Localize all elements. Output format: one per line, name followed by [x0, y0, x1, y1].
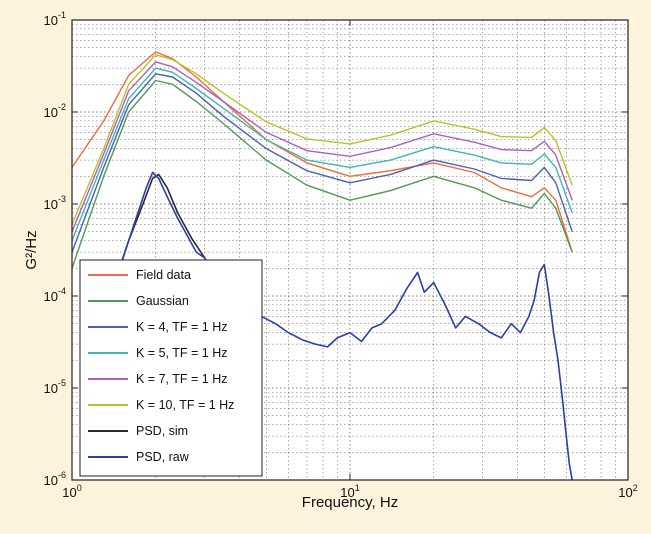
legend-label: Field data: [136, 268, 191, 282]
y-axis-label: G²/Hz: [23, 230, 40, 269]
y-tick-label: 10-3: [44, 194, 66, 212]
legend-label: PSD, sim: [136, 424, 188, 438]
series-line-psd-raw: [111, 171, 573, 481]
series-line-k-4-tf-1-hz: [71, 73, 573, 253]
x-axis-label: Frequency, Hz: [302, 494, 398, 511]
y-tick-label: 10-4: [44, 286, 66, 304]
y-tick-label: 10-5: [44, 378, 66, 396]
series-line-field-data: [71, 51, 573, 253]
series-line-psd-sim: [111, 173, 224, 290]
series-layer: [71, 51, 573, 481]
series-line-gaussian: [71, 79, 573, 269]
y-tick-label: 10-1: [44, 10, 66, 28]
series-line-k-7-tf-1-hz: [71, 61, 573, 232]
ticks: 100 101 102 10-1 10-2 10-3 10-4 10-5 10-6: [44, 10, 638, 500]
x-tick-label: 100: [62, 483, 81, 500]
series-line-k-5-tf-1-hz: [71, 67, 573, 241]
legend-label: Gaussian: [136, 294, 189, 308]
legend-label: K = 4, TF = 1 Hz: [136, 320, 227, 334]
x-tick-label: 102: [618, 483, 637, 500]
series-line-k-10-tf-1-hz: [71, 54, 573, 225]
legend-label: PSD, raw: [136, 450, 190, 464]
legend-label: K = 10, TF = 1 Hz: [136, 398, 234, 412]
y-tick-label: 10-6: [44, 470, 66, 488]
x-tick-label: 101: [340, 483, 359, 500]
legend: Field data Gaussian K = 4, TF = 1 Hz K = 5,…: [79, 259, 263, 477]
legend-box: [79, 259, 263, 477]
y-tick-label: 10-2: [44, 102, 66, 120]
legend-label: K = 7, TF = 1 Hz: [136, 372, 227, 386]
legend-label: K = 5, TF = 1 Hz: [136, 346, 227, 360]
